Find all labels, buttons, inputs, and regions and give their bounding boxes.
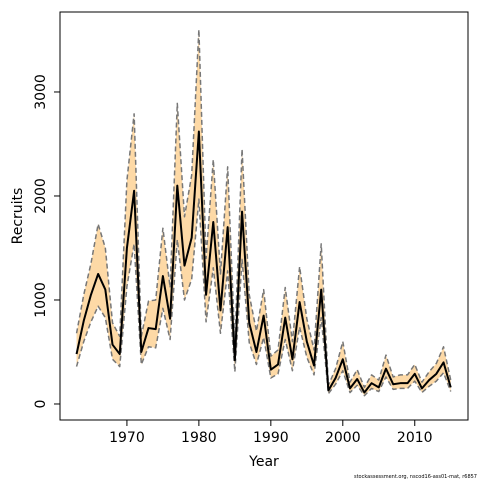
x-tick-label: 2010	[397, 430, 433, 446]
y-tick-label: 3000	[33, 74, 49, 110]
y-tick-label: 1000	[33, 282, 49, 318]
upper-bound	[75, 28, 452, 389]
x-tick-label: 1990	[253, 430, 289, 446]
footnote: stockassessment.org, nscod16-ass01-mat, …	[354, 474, 477, 480]
y-tick-label: 0	[33, 400, 49, 409]
y-axis-label: Recruits	[10, 188, 26, 245]
x-tick-label: 1970	[109, 430, 145, 446]
y-tick-label: 2000	[33, 178, 49, 214]
x-tick-label: 1980	[181, 430, 217, 446]
estimate-line	[75, 130, 452, 394]
x-tick-label: 2000	[325, 430, 361, 446]
x-axis-label: Year	[248, 454, 279, 470]
plot-frame	[59, 11, 469, 421]
